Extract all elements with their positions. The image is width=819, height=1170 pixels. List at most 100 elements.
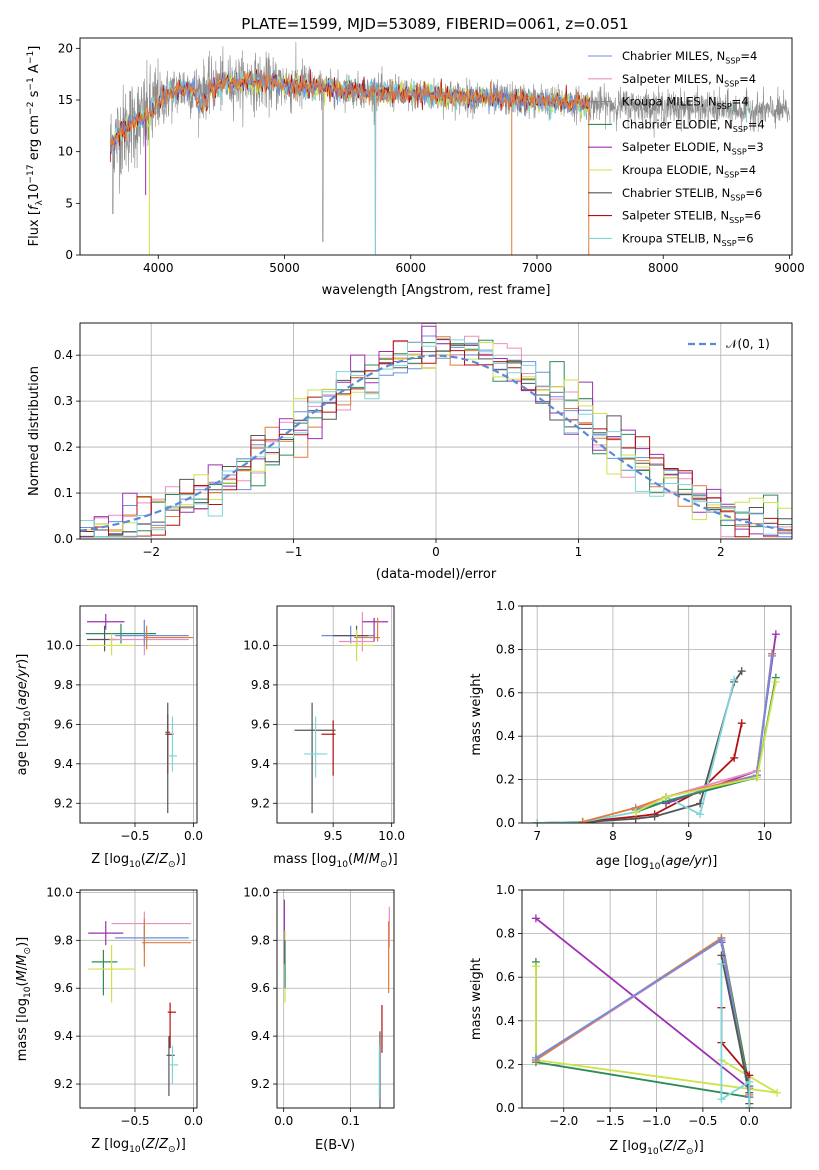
- errorbar-point-8: [170, 1045, 179, 1085]
- errorbar-point-9: [168, 716, 178, 772]
- legend-entry: Chabrier ELODIE, NSSP=4: [622, 117, 765, 133]
- y-tick-label: 9.2: [54, 796, 73, 810]
- axes-age_vs_Z: −0.5 0.0 9.2 9.4 9.6 9.8 10.0 Z [log10(Z/Z⊙)] ag…: [15, 605, 203, 870]
- y-tick-label: 0.2: [54, 440, 73, 454]
- plot-area: [531, 914, 782, 1108]
- errorbar-point-5: [115, 619, 189, 646]
- y-tick-label: 9.8: [251, 933, 270, 947]
- axes-age_vs_mass: 9.5 10.0 9.2 9.4 9.6 9.8 10.0 mass [log10(M/M⊙)…: [243, 605, 405, 870]
- y-tick-label: 9.8: [251, 678, 270, 692]
- y-axis-label: age [log10(age/yr)]: [15, 654, 33, 776]
- plot-area: [294, 611, 389, 814]
- x-tick-label: 0.0: [740, 1114, 759, 1128]
- weight-marker: [730, 675, 739, 684]
- weight-series-1: [535, 937, 751, 1099]
- weight-series-5: [535, 938, 751, 1098]
- axes-frame: [521, 605, 792, 824]
- weight-marker: [768, 651, 777, 660]
- axes-mass_vs_Z: −0.5 0.0 9.2 9.4 9.6 9.8 10.0 Z [log10(Z/Z⊙)] ma…: [15, 885, 203, 1155]
- weight-series-6: [635, 655, 773, 811]
- x-axis-label: E(B-V): [315, 1138, 355, 1153]
- plot-area: [80, 323, 792, 538]
- model-curve-3: [109, 71, 591, 152]
- legend-entry: Salpeter MILES, NSSP=4: [622, 72, 756, 88]
- model-curve-4: [109, 70, 591, 147]
- weight-marker: [531, 1053, 540, 1062]
- y-axis-label: mass [log10(M/M⊙)]: [15, 937, 33, 1061]
- x-tick-label: 0.0: [184, 829, 203, 843]
- y-tick-label: 0: [65, 248, 73, 262]
- errorbar-point-8: [165, 702, 171, 814]
- errorbar-point-4: [91, 949, 118, 996]
- y-axis-label: mass weight: [469, 958, 484, 1040]
- weight-series-3: [665, 634, 777, 805]
- y-tick-label: 9.4: [251, 757, 270, 771]
- y-tick-label: 1.0: [496, 883, 515, 897]
- axes-frame: [276, 605, 395, 824]
- plot-area: [85, 613, 194, 814]
- y-tick-label: 9.2: [251, 1077, 270, 1091]
- y-tick-label: 0.8: [496, 642, 515, 656]
- weight-series-2: [537, 679, 736, 823]
- y-tick-label: 0.6: [496, 970, 515, 984]
- x-tick-label: 0: [432, 545, 440, 559]
- weight-series-4: [635, 653, 773, 811]
- weight-marker: [745, 1077, 754, 1086]
- weight-marker: [737, 719, 746, 728]
- weight-marker: [531, 914, 540, 923]
- legend-entry: Kroupa ELODIE, NSSP=4: [622, 163, 756, 179]
- x-tick-label: 0.0: [184, 1114, 203, 1128]
- plot-area: [109, 41, 790, 255]
- weight-marker: [737, 667, 746, 676]
- y-tick-label: 0.4: [496, 729, 515, 743]
- y-tick-label: 9.6: [251, 717, 270, 731]
- legend-entry: Kroupa MILES, NSSP=4: [622, 95, 749, 111]
- plot-area: [533, 630, 780, 823]
- y-tick-label: 10.0: [46, 638, 73, 652]
- axes-frame: [79, 322, 793, 540]
- weight-marker: [752, 773, 761, 782]
- legend-entry: Kroupa STELIB, NSSP=6: [622, 231, 754, 247]
- x-tick-label: −2: [142, 545, 160, 559]
- y-tick-label: 10.0: [46, 885, 73, 899]
- x-tick-label: 9: [685, 829, 693, 843]
- x-tick-label: 1: [575, 545, 583, 559]
- y-tick-label: 9.8: [54, 678, 73, 692]
- weight-series-5: [582, 653, 773, 823]
- x-tick-label: 9.5: [324, 829, 343, 843]
- y-tick-label: 0.0: [496, 1101, 515, 1115]
- legend-entry: 𝒩(0, 1): [726, 337, 770, 351]
- weight-marker: [717, 1095, 726, 1104]
- y-tick-label: 10.0: [243, 885, 270, 899]
- y-tick-label: 0.1: [54, 486, 73, 500]
- x-axis-label: Z [log10(Z/Z⊙)]: [91, 1137, 186, 1155]
- y-tick-label: 9.2: [251, 796, 270, 810]
- weight-marker: [578, 817, 587, 823]
- legend-entry: Chabrier STELIB, NSSP=6: [622, 186, 762, 202]
- histogram-step-8: [80, 338, 792, 538]
- errorbar-point-3: [142, 918, 192, 967]
- axes-frame: [521, 889, 792, 1109]
- weight-marker: [717, 936, 726, 945]
- axes-frame: [79, 889, 198, 1109]
- weight-marker: [730, 753, 739, 762]
- y-tick-label: 0.8: [496, 927, 515, 941]
- y-tick-label: 9.2: [54, 1077, 73, 1091]
- errorbar-point-0: [88, 921, 124, 946]
- y-tick-label: 5: [65, 196, 73, 210]
- weight-marker: [531, 962, 540, 971]
- errorbar-point-8: [303, 716, 328, 778]
- weight-series-3: [535, 938, 751, 1098]
- weight-marker: [745, 1104, 754, 1108]
- weight-marker: [773, 1088, 782, 1097]
- x-tick-label: 0.0: [274, 1114, 293, 1128]
- x-tick-label: −0.5: [688, 1114, 717, 1128]
- y-tick-label: 9.6: [54, 981, 73, 995]
- axes-spectrum: 4000 5000 6000 7000 8000 9000 0 5 10 15 20 waveleng…: [26, 37, 805, 298]
- errorbar-point-6: [144, 625, 194, 650]
- weight-marker: [771, 630, 780, 639]
- x-tick-label: 8000: [648, 261, 679, 275]
- weight-marker: [631, 808, 640, 817]
- y-axis-label: Flux [fλ10−17 erg cm−2 s−1 A−1]: [26, 46, 45, 247]
- x-axis-label: age [log10(age/yr)]: [596, 854, 718, 872]
